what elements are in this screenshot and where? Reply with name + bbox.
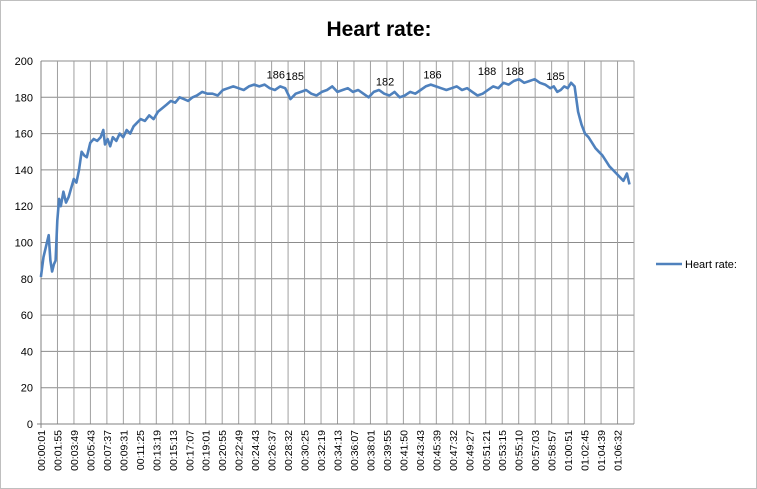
y-tick-label: 180 [15, 92, 33, 104]
x-tick-label: 00:17:07 [184, 430, 196, 471]
x-axis-ticks: 00:00:01 00:01:55 00:03:49 00:05:43 00:07:37… [36, 430, 625, 471]
x-tick-label: 00:55:10 [514, 430, 526, 471]
x-tick-label: 00:09:31 [118, 430, 130, 471]
y-tick-label: 100 [15, 238, 33, 250]
y-tick-label: 80 [21, 274, 33, 286]
data-label: 186 [267, 69, 285, 81]
gridlines [40, 60, 635, 425]
x-tick-label: 00:05:43 [85, 430, 97, 471]
x-tick-label: 00:32:19 [316, 430, 328, 471]
y-tick-label: 120 [15, 201, 33, 213]
data-label: 188 [478, 66, 496, 78]
x-tick-label: 00:19:01 [201, 430, 213, 471]
x-tick-label: 00:13:19 [151, 430, 163, 471]
x-tick-label: 00:53:15 [497, 430, 509, 471]
x-tick-label: 00:51:21 [481, 430, 493, 471]
x-tick-label: 00:39:55 [382, 430, 394, 471]
x-tick-label: 00:38:01 [365, 430, 377, 471]
x-tick-label: 00:28:32 [283, 430, 295, 471]
x-tick-label: 00:26:37 [267, 430, 279, 471]
y-tick-label: 200 [15, 56, 33, 68]
y-tick-label: 140 [15, 165, 33, 177]
x-tick-label: 01:04:39 [596, 430, 608, 471]
x-tick-label: 00:30:25 [300, 430, 312, 471]
x-tick-label: 00:01:55 [52, 430, 64, 471]
series-group [39, 77, 631, 278]
x-tick-label: 00:36:07 [349, 430, 361, 471]
data-label: 186 [423, 69, 441, 81]
data-label: 185 [546, 71, 564, 83]
x-tick-label: 01:00:51 [563, 430, 575, 471]
x-tick-label: 00:43:43 [415, 430, 427, 471]
x-tick-label: 00:47:32 [448, 430, 460, 471]
x-tick-label: 01:02:45 [580, 430, 592, 471]
x-tick-label: 00:49:27 [464, 430, 476, 471]
y-tick-label: 0 [27, 419, 33, 431]
x-tick-label: 01:06:32 [613, 430, 625, 471]
y-tick-label: 40 [21, 346, 33, 358]
x-tick-label: 00:34:13 [333, 430, 345, 471]
x-tick-label: 00:22:49 [234, 430, 246, 471]
x-tick-label: 00:58:57 [547, 430, 559, 471]
y-axis-ticks: 0 20 40 60 80 100 120 140 160 180 200 [15, 56, 33, 431]
x-tick-label: 00:41:50 [398, 430, 410, 471]
x-tick-label: 00:07:37 [102, 430, 114, 471]
axes [37, 61, 634, 428]
data-label: 188 [506, 66, 524, 78]
series-line [39, 77, 631, 278]
data-label: 185 [286, 71, 304, 83]
y-tick-label: 160 [15, 129, 33, 141]
x-tick-label: 00:15:13 [168, 430, 180, 471]
x-tick-label: 00:20:55 [217, 430, 229, 471]
y-tick-label: 60 [21, 310, 33, 322]
x-tick-label: 00:00:01 [36, 430, 48, 471]
x-tick-label: 00:57:03 [530, 430, 542, 471]
legend-entry: Heart rate: [685, 259, 737, 271]
x-tick-label: 00:24:43 [250, 430, 262, 471]
x-tick-label: 00:45:39 [431, 430, 443, 471]
x-tick-label: 00:11:25 [135, 430, 147, 470]
x-tick-label: 00:03:49 [69, 430, 81, 471]
data-label: 182 [376, 77, 394, 89]
chart-title: Heart rate: [326, 18, 431, 41]
y-tick-label: 20 [21, 383, 33, 395]
legend: Heart rate: [656, 259, 737, 271]
